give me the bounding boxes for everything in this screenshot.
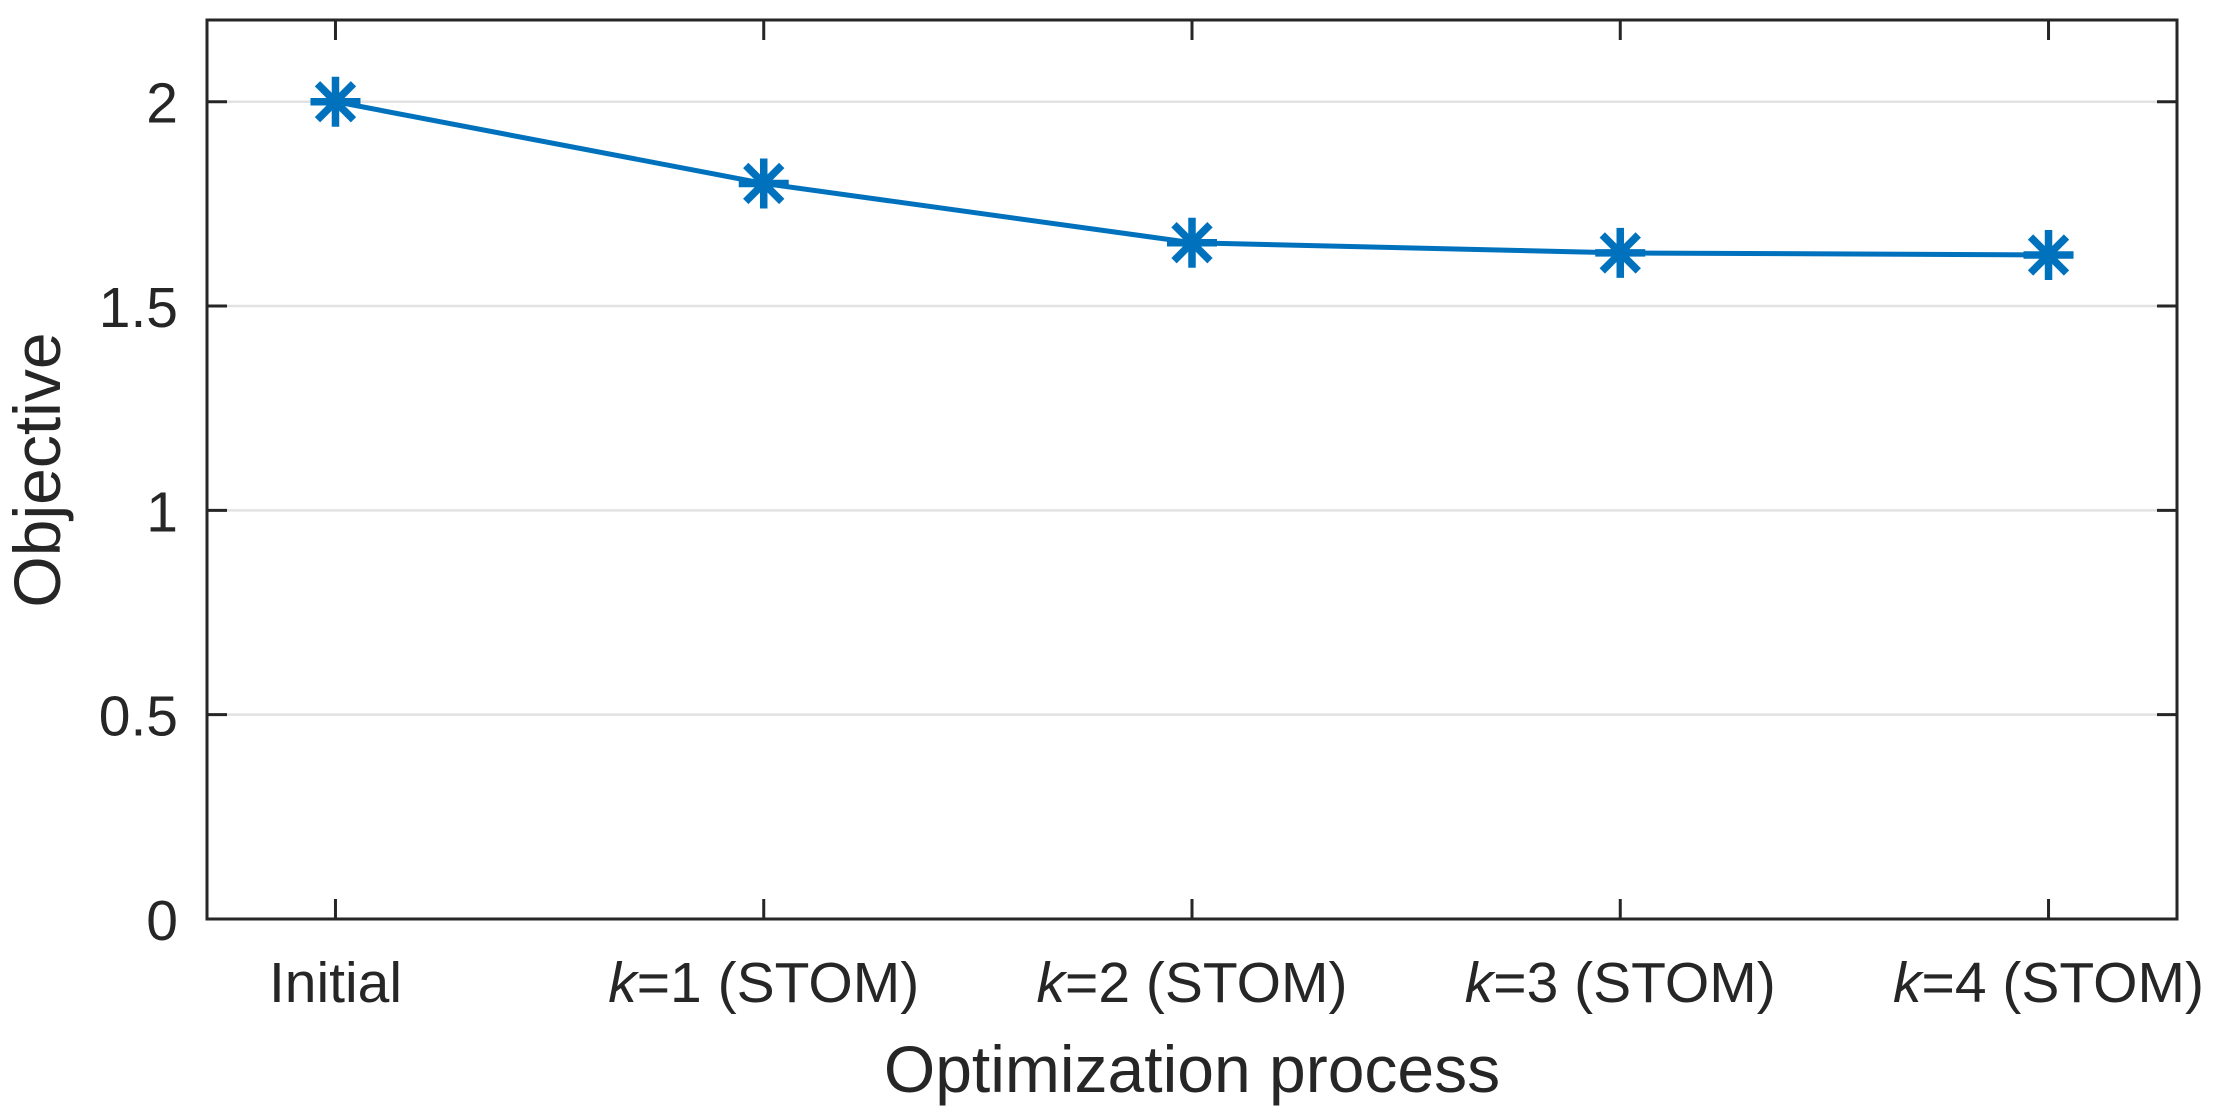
data-point-marker [2023,229,2074,280]
series-layer [310,76,2074,280]
data-point-marker [1595,227,1646,278]
y-tick-label: 0 [146,889,178,953]
marker-spoke [1171,222,1213,264]
tick-labels-layer: 0 0.5 1 1.5 2 Initial k=1 (STOM) k=2 (STOM) k=3 … [99,72,2204,1015]
y-tick-label: 1.5 [99,276,178,340]
data-point-marker [310,76,361,127]
ticks-layer [207,20,2177,921]
x-tick-label: k=3 (STOM) [1465,951,1776,1015]
marker-spoke [743,162,785,205]
y-tick-label: 1 [146,480,178,544]
data-point-marker [1167,217,1217,268]
marker-spoke [2027,234,2070,276]
x-tick-label: Initial [269,951,402,1015]
marker-spoke [314,81,357,123]
gridlines-layer [207,100,2177,716]
x-axis-label: Optimization process [884,1032,1500,1106]
x-tick-label: k=4 (STOM) [1893,951,2204,1015]
x-tick-label: k=2 (STOM) [1037,951,1348,1015]
plot-area [205,18,2179,921]
y-tick-label: 0.5 [99,685,178,749]
data-point-marker [738,158,789,209]
y-tick-label: 2 [146,72,178,136]
x-tick-label: k=1 (STOM) [608,951,919,1015]
marker-spoke [1599,232,1641,274]
y-axis-label: Objective [0,332,74,607]
